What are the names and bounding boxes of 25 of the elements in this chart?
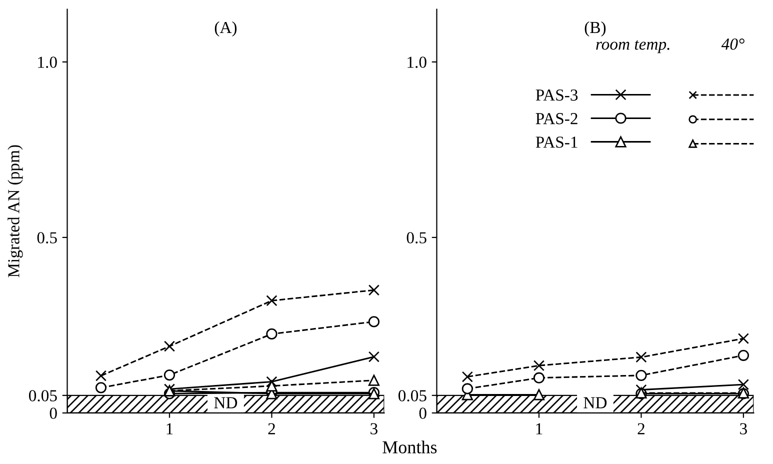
y-tick-label: 1.0	[38, 56, 57, 68]
x-tick-label: 3	[740, 423, 747, 434]
legend-label: PAS-3	[536, 90, 578, 101]
legend-label: PAS-1	[536, 136, 578, 148]
y-tick-label: 0.5	[37, 232, 57, 244]
y-tick-label: 0	[419, 408, 426, 419]
band-label: ND	[584, 397, 607, 408]
text: (A)	[214, 21, 237, 37]
annotation: 40°	[721, 38, 744, 50]
x-tick-label: 2	[268, 423, 275, 434]
x-tick-label: 1	[166, 423, 173, 434]
x-tick-label: 3	[370, 423, 378, 434]
x-axis-title: Months	[382, 440, 437, 454]
y-tick-label: 0.5	[406, 232, 426, 244]
y-tick-label: 0.05	[398, 390, 426, 402]
y-tick-label: 1.0	[408, 56, 426, 68]
x-tick-label: 1	[536, 423, 542, 434]
x-tick-label: 2	[638, 423, 644, 434]
y-tick-label: 0.05	[29, 390, 57, 402]
y-tick-label: 0	[50, 408, 57, 419]
legend-title: room temp.	[596, 40, 670, 54]
legend-label: PAS-2	[536, 113, 578, 124]
band-label: ND	[214, 397, 238, 408]
text: (B)	[584, 21, 606, 37]
y-axis-title: Migrated AN (ppm)	[8, 145, 23, 278]
